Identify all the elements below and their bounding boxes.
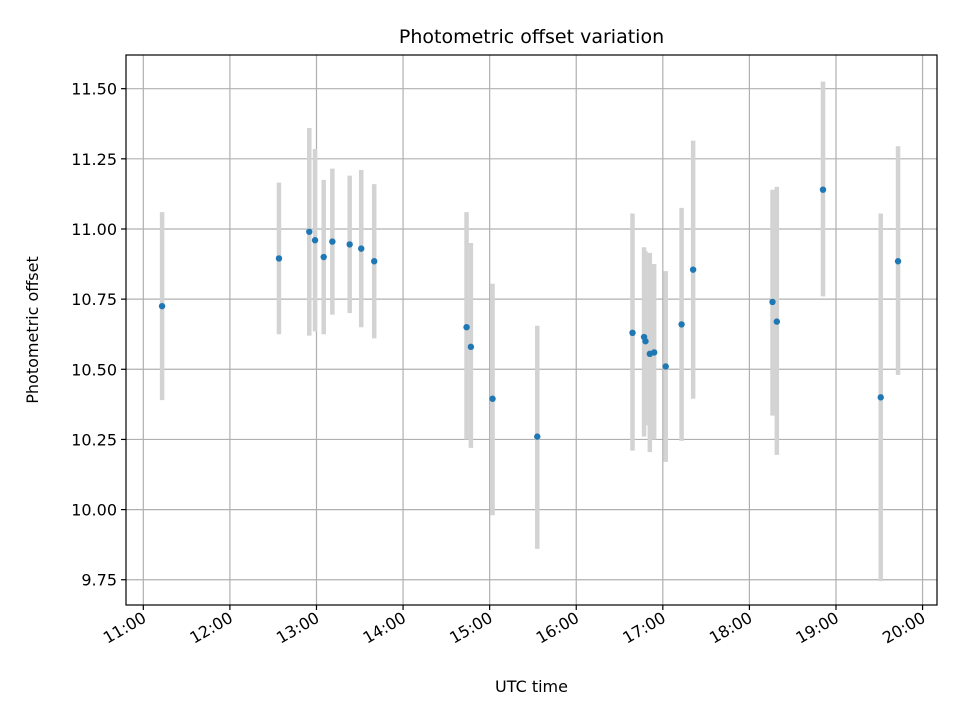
- plot-frame: [125, 54, 938, 606]
- data-point: [306, 228, 313, 235]
- y-axis-ticks: 9.75 10.00 10.25 10.50 10.75 11.00 11.25 11.50: [71, 80, 126, 590]
- y-tick-label: 10.75: [71, 290, 117, 309]
- y-tick-label: 10.25: [71, 430, 117, 449]
- data-point: [650, 349, 658, 356]
- data-point: [320, 253, 327, 261]
- data-point: [662, 363, 669, 370]
- y-axis-label: Photometric offset: [23, 256, 42, 404]
- data-point: [346, 241, 353, 248]
- data-point: [358, 245, 365, 252]
- data-point: [819, 186, 827, 193]
- y-tick-label: 10.50: [71, 360, 117, 379]
- data-point: [877, 394, 884, 401]
- data-point: [894, 258, 902, 265]
- data-point: [467, 343, 475, 351]
- x-axis-label: UTC time: [495, 677, 568, 696]
- data-point: [158, 302, 166, 310]
- chart-title: Photometric offset variation: [399, 26, 664, 48]
- data-point: [769, 298, 776, 306]
- data-point: [629, 329, 636, 337]
- y-tick-label: 10.00: [71, 501, 117, 520]
- data-point: [311, 237, 319, 244]
- data-point: [489, 395, 496, 402]
- data-point: [463, 323, 470, 331]
- data-point: [329, 238, 336, 245]
- data-point: [371, 258, 378, 265]
- data-point: [534, 433, 541, 440]
- data-point: [642, 338, 649, 345]
- data-point: [678, 321, 685, 328]
- data-point: [275, 255, 283, 262]
- data-points: [158, 186, 902, 440]
- y-tick-label: 11.25: [71, 150, 117, 169]
- data-point: [689, 266, 697, 273]
- data-point: [773, 318, 781, 325]
- grid: [126, 55, 937, 605]
- y-tick-label: 9.75: [81, 571, 117, 590]
- y-tick-label: 11.50: [71, 80, 117, 99]
- y-tick-label: 11.00: [71, 220, 117, 239]
